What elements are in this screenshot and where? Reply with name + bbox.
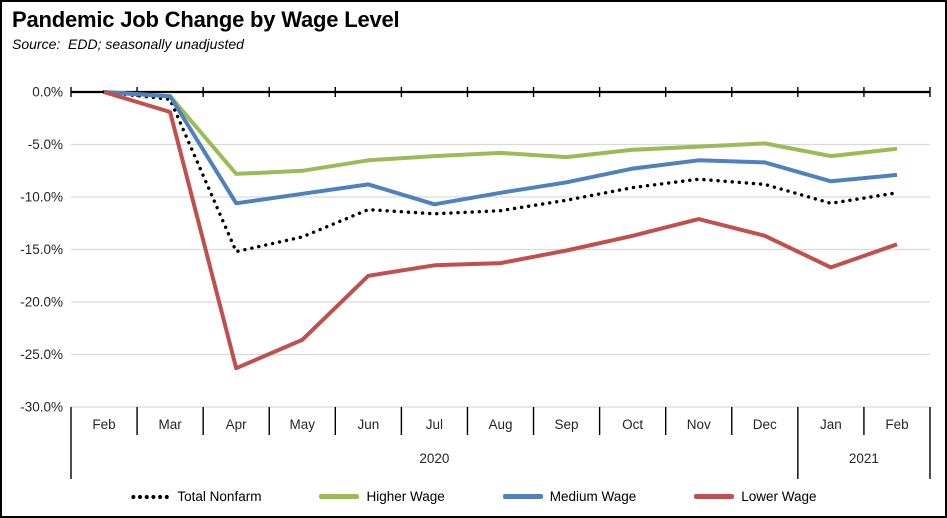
x-axis-month-label: May	[290, 417, 316, 432]
y-axis-tick-label: -5.0%	[28, 137, 63, 152]
x-axis-year-label: 2020	[419, 451, 449, 466]
x-axis-month-label: Jan	[820, 417, 842, 432]
chart-title: Pandemic Job Change by Wage Level	[12, 7, 400, 32]
legend-label-lower-wage: Lower Wage	[741, 489, 817, 504]
legend-swatch-total-nonfarm-icon	[130, 493, 171, 500]
legend-label-total-nonfarm: Total Nonfarm	[177, 489, 262, 504]
series-line-higher-wage	[103, 90, 898, 176]
x-axis-month-label: Feb	[885, 417, 908, 432]
x-axis-month-label: Jul	[426, 417, 443, 432]
x-axis-year-label: 2021	[849, 451, 879, 466]
x-axis-month-label: Feb	[92, 417, 115, 432]
legend-item-higher-wage: Higher Wage	[319, 489, 445, 504]
x-axis-month-label: Dec	[753, 417, 777, 432]
x-axis-month-label: Oct	[622, 417, 643, 432]
chart-source-note: Source: EDD; seasonally unadjusted	[12, 36, 244, 52]
x-axis-month-label: Nov	[687, 417, 711, 432]
x-axis-month-label: Sep	[555, 417, 579, 432]
chart-legend: Total Nonfarm Higher Wage Medium Wage Lo…	[2, 489, 945, 504]
y-axis-tick-label: -10.0%	[20, 190, 63, 205]
y-axis-tick-label: -25.0%	[20, 347, 63, 362]
y-axis-tick-label: -15.0%	[20, 242, 63, 257]
y-axis-tick-label: 0.0%	[32, 85, 63, 100]
y-axis-tick-label: -30.0%	[20, 400, 63, 415]
legend-item-total-nonfarm: Total Nonfarm	[130, 489, 261, 504]
series-line-medium-wage	[103, 90, 898, 207]
x-axis-month-label: Aug	[488, 417, 512, 432]
x-axis-month-label: Apr	[226, 417, 248, 432]
series-line-lower-wage	[103, 90, 898, 371]
legend-swatch-medium-wage-icon	[502, 494, 543, 499]
y-axis-tick-label: -20.0%	[20, 295, 63, 310]
legend-swatch-higher-wage-icon	[319, 494, 360, 499]
x-axis-month-label: Mar	[158, 417, 182, 432]
legend-item-lower-wage: Lower Wage	[694, 489, 817, 504]
legend-label-higher-wage: Higher Wage	[366, 489, 445, 504]
series-line-total-nonfarm	[102, 90, 899, 254]
legend-item-medium-wage: Medium Wage	[502, 489, 637, 504]
legend-label-medium-wage: Medium Wage	[549, 489, 637, 504]
legend-swatch-lower-wage-icon	[694, 494, 735, 499]
x-axis-month-label: Jun	[357, 417, 379, 432]
